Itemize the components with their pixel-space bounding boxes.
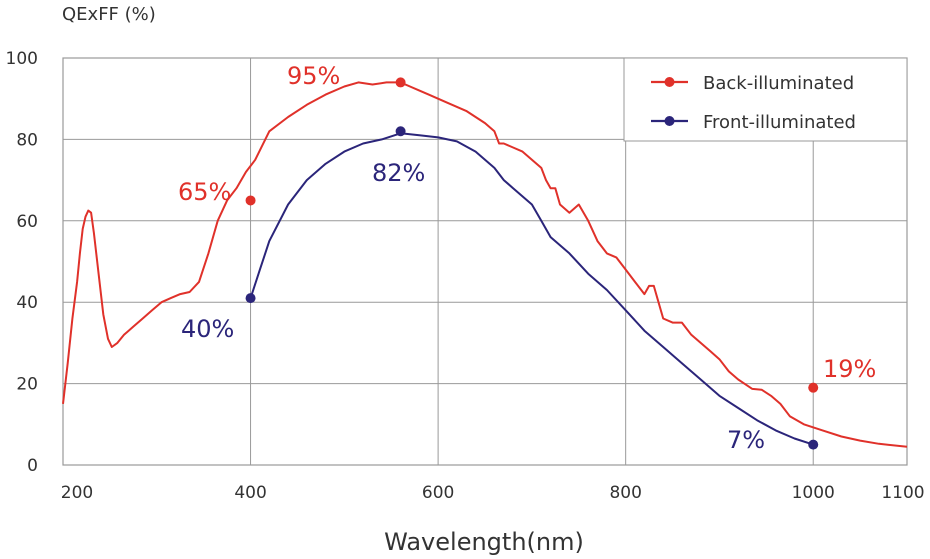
marker-layer [245, 77, 819, 450]
y-tick-label: 60 [16, 212, 38, 232]
x-tick-label: 800 [609, 483, 641, 503]
annotation-back-1000: 19% [823, 355, 876, 383]
annotation-front-1000: 7% [727, 426, 765, 454]
y-tick-label: 0 [27, 456, 38, 476]
series-layer [62, 81, 908, 448]
x-tick-label: 1100 [881, 483, 924, 503]
annotation-back-400: 65% [178, 178, 231, 206]
y-tick-label: 40 [16, 293, 38, 313]
series-line-1 [249, 132, 814, 446]
x-tick-label: 400 [234, 483, 266, 503]
x-tick-labels: 200 400 600 800 1000 1100 [61, 483, 925, 503]
series-line-0 [62, 81, 908, 448]
x-tick-label: 200 [61, 483, 93, 503]
series-marker-1 [395, 126, 406, 137]
legend-box [623, 57, 908, 142]
x-tick-label: 1000 [792, 483, 835, 503]
legend-marker-back [664, 77, 675, 87]
series-marker-0 [245, 195, 256, 206]
x-tick-label: 600 [422, 483, 454, 503]
annotation-back-peak: 95% [287, 62, 340, 90]
x-axis-title: Wavelength(nm) [384, 528, 584, 556]
series-marker-0 [395, 77, 406, 88]
series-marker-0 [808, 382, 819, 393]
y-tick-label: 80 [16, 130, 38, 150]
legend-marker-front [664, 116, 675, 126]
y-tick-label: 20 [16, 375, 38, 395]
legend-label-back: Back-illuminated [703, 73, 854, 94]
legend-label-front: Front-illuminated [703, 112, 856, 133]
series-marker-1 [245, 293, 256, 304]
plot-frame [62, 57, 908, 466]
y-tick-labels: 0 20 40 60 80 100 [6, 49, 38, 476]
legend: Back-illuminated Front-illuminated [623, 57, 908, 142]
y-axis-title: QExFF (%) [62, 4, 156, 25]
annotation-front-400: 40% [181, 315, 234, 343]
annotation-front-peak: 82% [372, 159, 425, 187]
y-tick-label: 100 [6, 49, 38, 69]
series-marker-1 [808, 439, 819, 450]
